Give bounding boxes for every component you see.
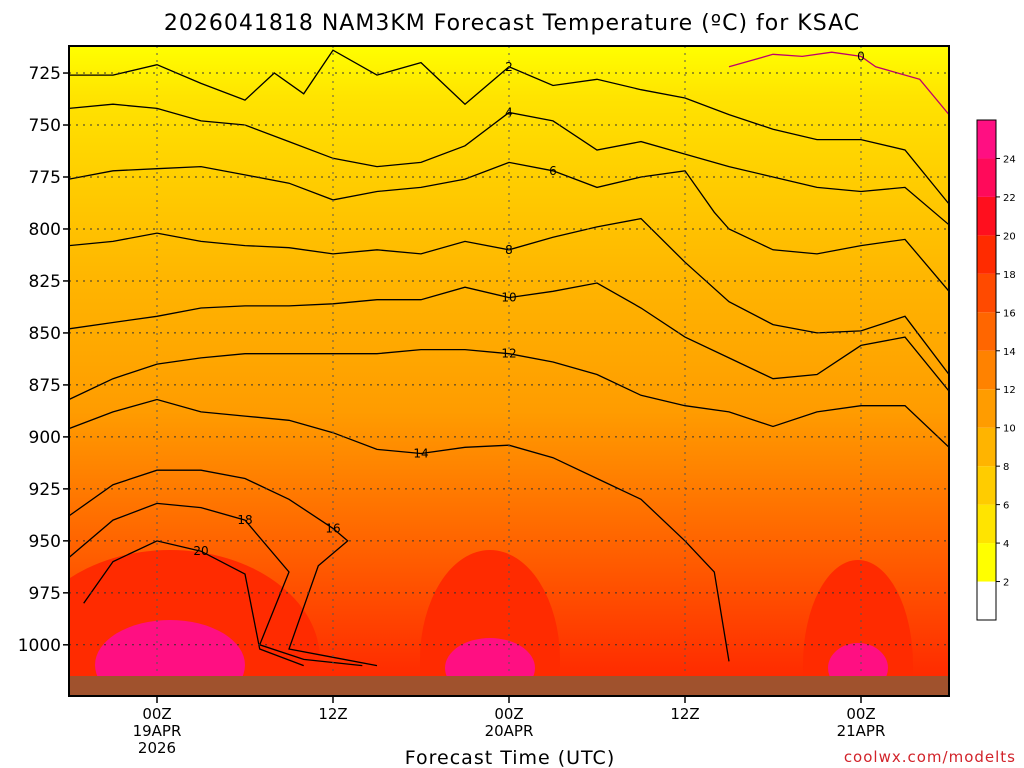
ytick-label-1000: 1000: [18, 636, 61, 656]
colorbar-label-16: 16: [1003, 308, 1016, 319]
colorbar-bin-9: [977, 235, 996, 274]
colorbar-bin-10: [977, 196, 996, 236]
ytick-label-775: 775: [29, 168, 61, 188]
xtick-label-6-2: 19APR: [133, 722, 182, 740]
colorbar-label-10: 10: [1003, 424, 1016, 435]
ytick-label-750: 750: [29, 116, 61, 136]
colorbar-label-2: 2: [1003, 578, 1009, 589]
ytick-label-900: 900: [29, 428, 61, 448]
chart-title: 2026041818 NAM3KM Forecast Temperature (…: [164, 11, 860, 36]
contour-label-20: 20: [193, 544, 208, 558]
colorbar-label-20: 20: [1003, 231, 1016, 242]
contour-label-6: 6: [549, 164, 557, 178]
contour-4: [69, 103, 949, 226]
contour-18: [69, 502, 363, 667]
ytick-label-925: 925: [29, 480, 61, 500]
colorbar-bin-12: [977, 120, 996, 159]
colorbar-bin-8: [977, 273, 996, 313]
hot-core-19apr: [95, 620, 245, 676]
colorbar-label-18: 18: [1003, 270, 1016, 281]
ytick-label-875: 875: [29, 376, 61, 396]
contour-label-14: 14: [413, 447, 428, 461]
colorbar-label-22: 22: [1003, 193, 1016, 204]
colorbar-frame: [976, 119, 997, 621]
contour-label-0: 0: [857, 49, 865, 63]
contour-16: [69, 469, 378, 667]
contour-label-12: 12: [501, 347, 516, 361]
ytick-label-725: 725: [29, 64, 61, 84]
y-axis-ticks: 725 750 775 800 825 850 875 900 925 950 975 1000: [18, 64, 69, 656]
xtick-label-54-2: 21APR: [837, 722, 886, 740]
contour-10: [69, 282, 949, 392]
colorbar-label-4: 4: [1003, 539, 1009, 550]
contour-lines: 02468101214161820: [69, 49, 949, 667]
terrain-band: [69, 676, 949, 696]
colorbar-bin-7: [977, 312, 996, 351]
xtick-label-6-3: 2026: [138, 739, 176, 757]
grid-lines: [69, 46, 949, 676]
xtick-label-54-1: 00Z: [846, 705, 875, 723]
xtick-label-18-1: 12Z: [318, 705, 347, 723]
colorbar-bin-2: [977, 504, 996, 544]
ytick-label-800: 800: [29, 220, 61, 240]
colorbar-bin-5: [977, 389, 996, 428]
contour-label-4: 4: [505, 106, 513, 120]
contour-12: [69, 348, 949, 448]
colorbar-bin-3: [977, 466, 996, 505]
ytick-label-950: 950: [29, 532, 61, 552]
colorbar-bin-1: [977, 543, 996, 582]
x-axis-label: Forecast Time (UTC): [405, 747, 615, 768]
xtick-label-42-1: 12Z: [670, 705, 699, 723]
colorbar-label-8: 8: [1003, 462, 1009, 473]
contour-label-2: 2: [505, 60, 513, 74]
colorbar-bin-0: [977, 581, 996, 620]
hot-core-21apr: [828, 643, 888, 676]
contour-0: [728, 51, 949, 116]
contour-label-10: 10: [501, 291, 516, 305]
ytick-label-850: 850: [29, 324, 61, 344]
colorbar-label-12: 12: [1003, 385, 1016, 396]
xtick-label-30-2: 20APR: [485, 722, 534, 740]
contour-2: [69, 49, 949, 205]
xtick-label-30-1: 00Z: [494, 705, 523, 723]
warm-dome-21apr: [803, 560, 913, 676]
ytick-label-825: 825: [29, 272, 61, 292]
ytick-label-975: 975: [29, 584, 61, 604]
colorbar-bin-4: [977, 427, 996, 467]
contour-label-16: 16: [325, 521, 340, 535]
contour-20: [83, 540, 304, 667]
colorbar-bin-11: [977, 158, 996, 197]
colorbar-label-14: 14: [1003, 347, 1016, 358]
xtick-label-6-1: 00Z: [142, 705, 171, 723]
colorbar-label-6: 6: [1003, 501, 1009, 512]
contour-6: [69, 161, 949, 292]
hot-core-20apr: [445, 638, 535, 676]
contour-14: [69, 398, 730, 662]
contour-label-18: 18: [237, 513, 252, 527]
credit-text: coolwx.com/modelts: [844, 748, 1016, 766]
colorbar-bin-6: [977, 350, 996, 390]
colorbar-label-24: 24: [1003, 154, 1016, 165]
